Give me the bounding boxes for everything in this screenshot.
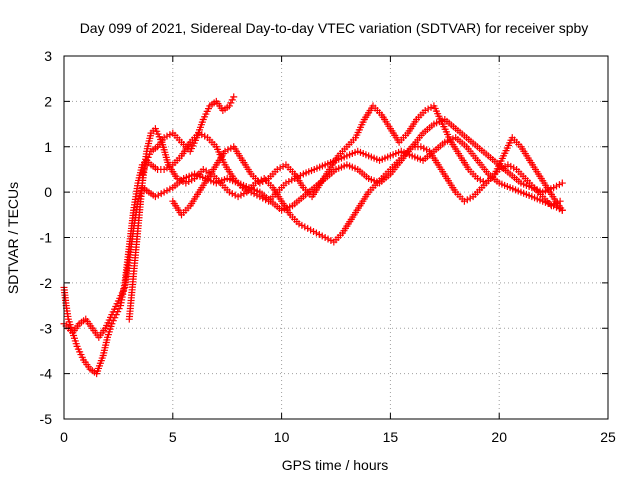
y-tick-label: 1 <box>44 139 52 155</box>
x-axis-label: GPS time / hours <box>282 457 389 473</box>
y-tick-label: -4 <box>40 366 53 382</box>
x-tick-label: 10 <box>274 429 290 445</box>
data-points <box>60 93 566 378</box>
x-tick-label: 25 <box>600 429 616 445</box>
data-point <box>144 153 152 161</box>
data-point <box>143 156 151 164</box>
data-point <box>108 320 116 328</box>
x-tick-label: 5 <box>169 429 177 445</box>
data-point <box>228 96 236 104</box>
x-tick-label: 15 <box>383 429 399 445</box>
y-axis-label: SDTVAR / TECUs <box>5 182 21 294</box>
data-point <box>146 150 154 158</box>
x-tick-label: 0 <box>60 429 68 445</box>
axis-ticks: 0 5 10 15 20 25 -5 -4 -3 -2 -1 0 1 2 3 <box>40 48 616 445</box>
y-tick-label: -5 <box>40 411 53 427</box>
y-tick-label: -1 <box>40 230 53 246</box>
data-point <box>558 206 566 214</box>
y-tick-label: 0 <box>44 184 52 200</box>
chart-title: Day 099 of 2021, Sidereal Day-to-day VTE… <box>80 20 589 36</box>
y-tick-label: 2 <box>44 93 52 109</box>
x-tick-label: 20 <box>491 429 507 445</box>
y-tick-label: -3 <box>40 320 53 336</box>
data-point <box>227 99 235 107</box>
data-point <box>230 93 238 101</box>
data-point <box>558 179 566 187</box>
y-tick-label: -2 <box>40 275 53 291</box>
y-tick-label: 3 <box>44 48 52 64</box>
data-point <box>225 102 233 110</box>
